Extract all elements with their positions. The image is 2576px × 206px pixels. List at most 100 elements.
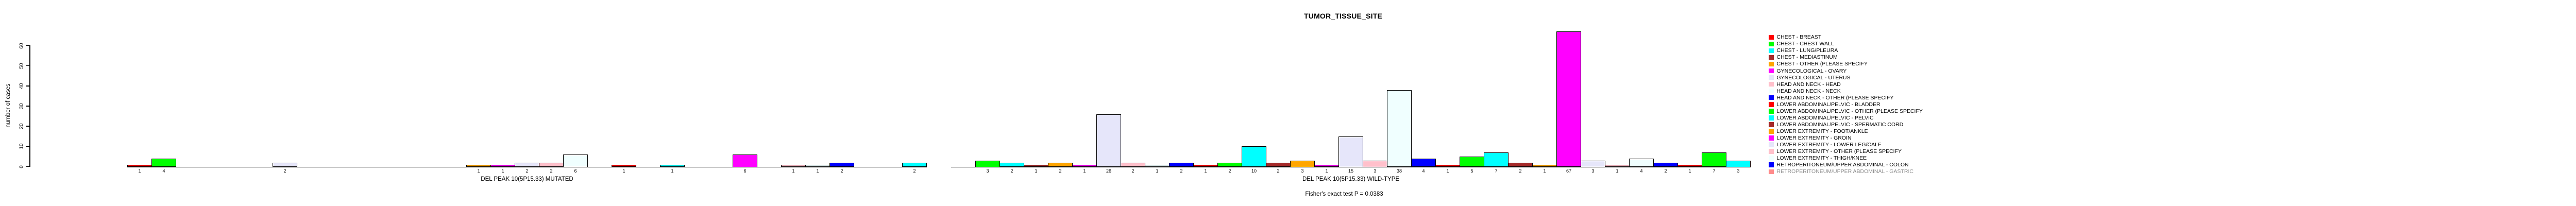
bar-count-label: 3	[1301, 168, 1304, 174]
bar	[1338, 136, 1363, 167]
bar	[612, 164, 636, 167]
legend-swatch-icon	[1769, 142, 1774, 147]
bar-count-label: 38	[1396, 168, 1402, 174]
legend-item: GYNECOLOGICAL - UTERUS	[1769, 74, 1851, 81]
legend-swatch-icon	[1769, 122, 1774, 127]
legend-item-label: LOWER EXTREMITY - THIGH/KNEE	[1776, 155, 1867, 162]
bar-count-label: 1	[1325, 168, 1328, 174]
bar-count-label: 2	[1228, 168, 1231, 174]
legend-swatch-icon	[1769, 109, 1774, 114]
bar	[1387, 90, 1412, 167]
bar-count-label: 3	[986, 168, 989, 174]
legend-item: HEAD AND NECK - NECK	[1769, 88, 1841, 94]
bar-count-label: 7	[1713, 168, 1716, 174]
legend-swatch-icon	[1769, 55, 1774, 60]
bar	[1556, 31, 1581, 167]
legend-item-label: CHEST - LUNG/PLEURA	[1776, 47, 1838, 54]
legend-item-label: HEAD AND NECK - OTHER (PLEASE SPECIFY	[1776, 94, 1894, 101]
legend-swatch-icon	[1769, 48, 1774, 54]
legend-swatch-icon	[1769, 129, 1774, 134]
bar-count-label: 1	[1035, 168, 1038, 174]
legend-item: CHEST - BREAST	[1769, 34, 1821, 41]
legend-swatch-icon	[1769, 61, 1774, 67]
bar	[733, 154, 757, 167]
legend-item: LOWER ABDOMINAL/PELVIC - BLADDER	[1769, 101, 1880, 108]
legend-item: LOWER ABDOMINAL/PELVIC - SPERMATIC CORD	[1769, 121, 1903, 128]
legend-item-label: LOWER EXTREMITY - FOOT/ANKLE	[1776, 128, 1868, 134]
group-label-mutated: DEL PEAK 10(5P15.33) MUTATED	[481, 176, 573, 182]
bar-count-label: 2	[1519, 168, 1522, 174]
y-axis-line	[29, 45, 30, 167]
legend-swatch-icon	[1769, 162, 1774, 167]
bar-count-label: 1	[792, 168, 795, 174]
bar	[1096, 114, 1121, 167]
bar-count-label: 3	[1374, 168, 1377, 174]
bar	[1605, 164, 1630, 167]
bar	[1048, 162, 1073, 167]
y-tick	[26, 85, 30, 87]
bar-count-label: 4	[1422, 168, 1425, 174]
legend-item: LOWER EXTREMITY - LOWER LEG/CALF	[1769, 142, 1881, 148]
legend-item: LOWER EXTREMITY - GROIN	[1769, 135, 1852, 142]
bar	[999, 162, 1024, 167]
bar	[1193, 164, 1218, 167]
legend-item: HEAD AND NECK - HEAD	[1769, 81, 1841, 88]
legend-item-label: CHEST - BREAST	[1776, 34, 1822, 41]
legend-item-label: LOWER ABDOMINAL/PELVIC - OTHER (PLEASE S…	[1776, 108, 1923, 114]
bar-count-label: 4	[162, 168, 165, 174]
bar-count-label: 2	[840, 168, 843, 174]
legend-swatch-icon	[1769, 115, 1774, 121]
bar-count-label: 1	[671, 168, 674, 174]
bar-count-label: 1	[1156, 168, 1159, 174]
bar-count-label: 2	[1010, 168, 1013, 174]
bar-count-label: 7	[1495, 168, 1498, 174]
y-axis-label: number of cases	[5, 83, 11, 128]
legend-swatch-icon	[1769, 75, 1774, 80]
bar	[1290, 160, 1315, 167]
chart-title: TUMOR_TISSUE_SITE	[1304, 12, 1382, 20]
y-tick	[26, 146, 30, 147]
legend-item-label: RETROPERITONEUM/UPPER ABDOMINAL - GASTRI…	[1776, 168, 1913, 175]
bar	[127, 164, 152, 167]
bar-count-label: 26	[1106, 168, 1111, 174]
y-tick	[26, 45, 30, 46]
bar-count-label: 6	[574, 168, 577, 174]
bar	[975, 160, 1000, 167]
bar	[1024, 164, 1048, 167]
y-tick-label: 30	[19, 103, 25, 109]
bar	[1726, 160, 1751, 167]
bar-count-label: 3	[1591, 168, 1595, 174]
bar-count-label: 1	[1543, 168, 1546, 174]
bar-count-label: 67	[1566, 168, 1571, 174]
legend-item-label: CHEST - CHEST WALL	[1776, 41, 1834, 47]
bar-count-label: 6	[743, 168, 747, 174]
bar-count-label: 5	[1470, 168, 1473, 174]
legend-item: CHEST - MEDIASTINUM	[1769, 54, 1838, 61]
fisher-test-note: Fisher's exact test P = 0.0383	[1305, 191, 1383, 197]
y-tick	[26, 166, 30, 167]
bar-count-label: 1	[816, 168, 819, 174]
legend-item-label: RETROPERITONEUM/UPPER ABDOMINAL - COLON	[1776, 162, 1909, 168]
bar-count-label: 1	[1083, 168, 1086, 174]
bar-count-label: 2	[1131, 168, 1134, 174]
y-tick	[26, 65, 30, 66]
bar	[1169, 162, 1194, 167]
y-tick	[26, 106, 30, 107]
legend-swatch-icon	[1769, 41, 1774, 47]
bar-count-label: 2	[913, 168, 916, 174]
y-tick-label: 60	[19, 42, 25, 49]
legend-swatch-icon	[1769, 68, 1774, 74]
bar-count-label: 1	[1688, 168, 1691, 174]
legend-item: HEAD AND NECK - OTHER (PLEASE SPECIFY	[1769, 94, 1893, 101]
bar-count-label: 1	[1204, 168, 1207, 174]
bar	[1484, 152, 1509, 167]
bar	[660, 164, 685, 167]
bar	[1242, 146, 1266, 167]
legend-item: CHEST - OTHER (PLEASE SPECIFY	[1769, 61, 1868, 67]
bar	[515, 162, 539, 167]
bar	[805, 164, 830, 167]
bar-count-label: 1	[477, 168, 480, 174]
legend-item-label: LOWER EXTREMITY - LOWER LEG/CALF	[1776, 142, 1882, 148]
bar-count-label: 2	[283, 168, 286, 174]
